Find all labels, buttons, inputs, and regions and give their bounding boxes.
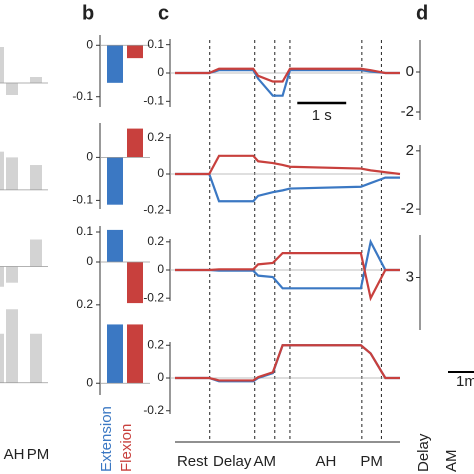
bar (127, 45, 143, 59)
legend-label: Extension (98, 406, 115, 472)
bar (127, 324, 143, 384)
y-tick-label: 0.1 (76, 224, 93, 238)
bar (0, 333, 4, 383)
y-tick-label: 0 (157, 65, 164, 79)
x-tick-label: PM (27, 446, 50, 463)
scale-bar-label: 1 s (312, 107, 332, 124)
phase-label: AM (254, 453, 277, 470)
phase-label: PM (360, 453, 383, 470)
y-tick-label: 0 (406, 63, 414, 80)
bar (30, 165, 42, 190)
bar (30, 333, 42, 383)
panel-label: d (416, 2, 428, 24)
y-tick-label: -0.2 (143, 203, 164, 217)
phase-label: Rest (177, 453, 209, 470)
bar (107, 45, 123, 83)
bar (6, 83, 18, 95)
bar (0, 266, 4, 287)
panel-label: b (82, 2, 94, 24)
phase-label: AH (315, 453, 336, 470)
bar (30, 77, 42, 83)
y-tick-label: 0 (86, 37, 93, 51)
bar (107, 229, 123, 262)
y-tick-label: -0.1 (72, 89, 93, 103)
bar (30, 239, 42, 267)
y-tick-label: -0.2 (143, 403, 164, 417)
bar (6, 266, 18, 283)
panel-label: c (158, 2, 169, 24)
scale-label: 1m (456, 373, 474, 390)
bar (6, 309, 18, 383)
y-tick-label: -2 (401, 103, 414, 120)
bar (0, 151, 4, 190)
y-tick-label: 0 (157, 370, 164, 384)
phase-label: Delay (213, 453, 252, 470)
y-tick-label: -0.2 (143, 290, 164, 304)
y-tick-label: 0 (86, 375, 93, 389)
line (175, 67, 400, 83)
y-tick-label: 0.1 (147, 37, 164, 51)
y-tick-label: 0.2 (147, 337, 164, 351)
x-tick-label: Delay (415, 433, 432, 472)
bar (107, 324, 123, 384)
y-tick-label: -0.1 (72, 193, 93, 207)
bar (0, 47, 4, 83)
line (175, 251, 400, 302)
y-tick-label: -2 (401, 200, 414, 217)
y-tick-label: -0.1 (143, 94, 164, 108)
line (175, 238, 400, 290)
x-tick-label: AH (4, 446, 25, 463)
line (175, 344, 400, 382)
legend-label: Flexion (118, 424, 135, 472)
y-tick-label: 0.2 (147, 234, 164, 248)
y-tick-label: 0 (157, 166, 164, 180)
x-tick-label: AM (443, 450, 460, 473)
y-tick-label: 0 (86, 254, 93, 268)
y-tick-label: 0 (157, 262, 164, 276)
y-tick-label: 0.2 (147, 130, 164, 144)
y-tick-label: 2 (406, 142, 414, 159)
line (175, 154, 401, 176)
bar (6, 157, 18, 190)
bar (107, 157, 123, 205)
y-tick-label: 0 (86, 150, 93, 164)
bar (127, 128, 143, 158)
line (175, 172, 400, 203)
y-tick-label: 3 (406, 268, 414, 285)
y-tick-label: 0.2 (76, 297, 93, 311)
bar (127, 262, 143, 304)
